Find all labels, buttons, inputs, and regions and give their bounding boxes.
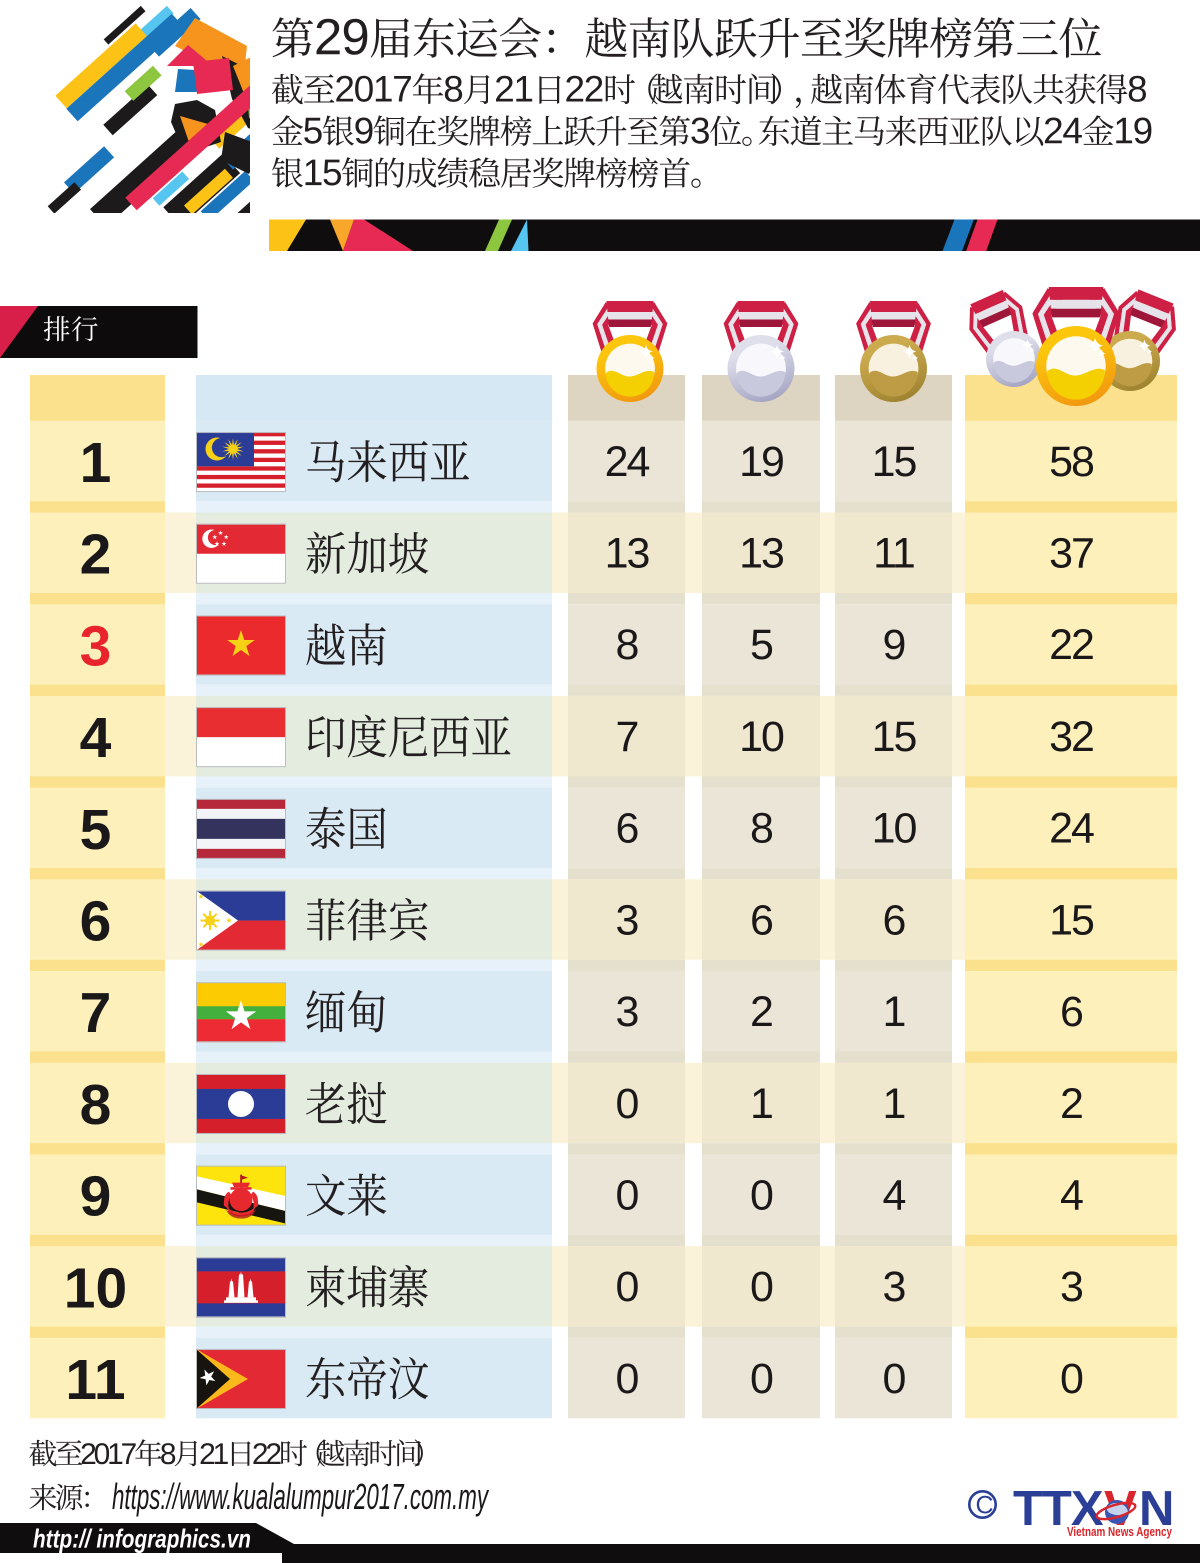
svg-text:3: 3 bbox=[883, 1263, 906, 1311]
svg-text:10: 10 bbox=[872, 805, 917, 853]
svg-text:6: 6 bbox=[616, 805, 639, 853]
svg-text:13: 13 bbox=[605, 530, 650, 578]
svg-text:2: 2 bbox=[1060, 1080, 1082, 1128]
svg-text:19: 19 bbox=[739, 438, 783, 486]
svg-text:0: 0 bbox=[1060, 1355, 1083, 1403]
svg-text:8: 8 bbox=[616, 621, 639, 669]
svg-text:3: 3 bbox=[80, 614, 112, 678]
svg-text:0: 0 bbox=[616, 1080, 639, 1128]
svg-text:1: 1 bbox=[80, 431, 112, 495]
svg-text:11: 11 bbox=[65, 1348, 125, 1412]
svg-text:0: 0 bbox=[616, 1263, 639, 1311]
svg-text:3: 3 bbox=[1060, 1263, 1083, 1311]
svg-text:3: 3 bbox=[616, 988, 639, 1036]
svg-text:0: 0 bbox=[750, 1172, 773, 1220]
svg-text:0: 0 bbox=[616, 1355, 639, 1403]
svg-text:15: 15 bbox=[872, 713, 917, 761]
svg-text:6: 6 bbox=[750, 896, 773, 944]
svg-text:6: 6 bbox=[883, 896, 906, 944]
svg-text:15: 15 bbox=[1049, 896, 1094, 944]
svg-text:9: 9 bbox=[80, 1165, 112, 1229]
svg-text:7: 7 bbox=[616, 713, 638, 761]
svg-text:7: 7 bbox=[80, 981, 112, 1045]
svg-text:11: 11 bbox=[873, 530, 914, 578]
svg-text:13: 13 bbox=[739, 530, 784, 578]
svg-text:1: 1 bbox=[883, 1080, 905, 1128]
svg-text:9: 9 bbox=[883, 621, 905, 669]
svg-text:2: 2 bbox=[80, 523, 112, 587]
svg-text:5: 5 bbox=[750, 621, 773, 669]
svg-text:1: 1 bbox=[883, 988, 905, 1036]
svg-text:8: 8 bbox=[750, 805, 773, 853]
svg-text:1: 1 bbox=[750, 1080, 772, 1128]
svg-text:37: 37 bbox=[1049, 530, 1093, 578]
svg-text:6: 6 bbox=[80, 889, 112, 953]
svg-text:24: 24 bbox=[1049, 805, 1094, 853]
svg-text:N: N bbox=[1139, 1482, 1174, 1536]
svg-text:5: 5 bbox=[80, 798, 112, 862]
svg-text:58: 58 bbox=[1049, 438, 1094, 486]
svg-text:0: 0 bbox=[750, 1263, 773, 1311]
svg-text:10: 10 bbox=[64, 1256, 127, 1320]
svg-text:15: 15 bbox=[872, 438, 917, 486]
svg-text:24: 24 bbox=[605, 438, 650, 486]
svg-text:32: 32 bbox=[1049, 713, 1093, 761]
svg-text:http:// infographics.vn: http:// infographics.vn bbox=[33, 1524, 251, 1554]
svg-text:4: 4 bbox=[883, 1172, 906, 1220]
svg-text:0: 0 bbox=[750, 1355, 773, 1403]
svg-text:2: 2 bbox=[750, 988, 772, 1036]
svg-text:0: 0 bbox=[616, 1172, 639, 1220]
svg-text:3: 3 bbox=[616, 896, 639, 944]
svg-text:https://www.kualalumpur2017.co: https://www.kualalumpur2017.com.my bbox=[112, 1476, 489, 1517]
svg-text:Vietnam News Agency: Vietnam News Agency bbox=[1067, 1525, 1172, 1539]
svg-text:8: 8 bbox=[80, 1073, 112, 1137]
svg-text:C: C bbox=[976, 1492, 994, 1520]
svg-text:0: 0 bbox=[883, 1355, 906, 1403]
svg-text:4: 4 bbox=[1060, 1172, 1083, 1220]
svg-text:6: 6 bbox=[1060, 988, 1083, 1036]
svg-text:4: 4 bbox=[80, 706, 112, 770]
svg-text:10: 10 bbox=[739, 713, 784, 761]
svg-text:22: 22 bbox=[1049, 621, 1093, 669]
svg-text:TTX: TTX bbox=[1013, 1482, 1104, 1536]
